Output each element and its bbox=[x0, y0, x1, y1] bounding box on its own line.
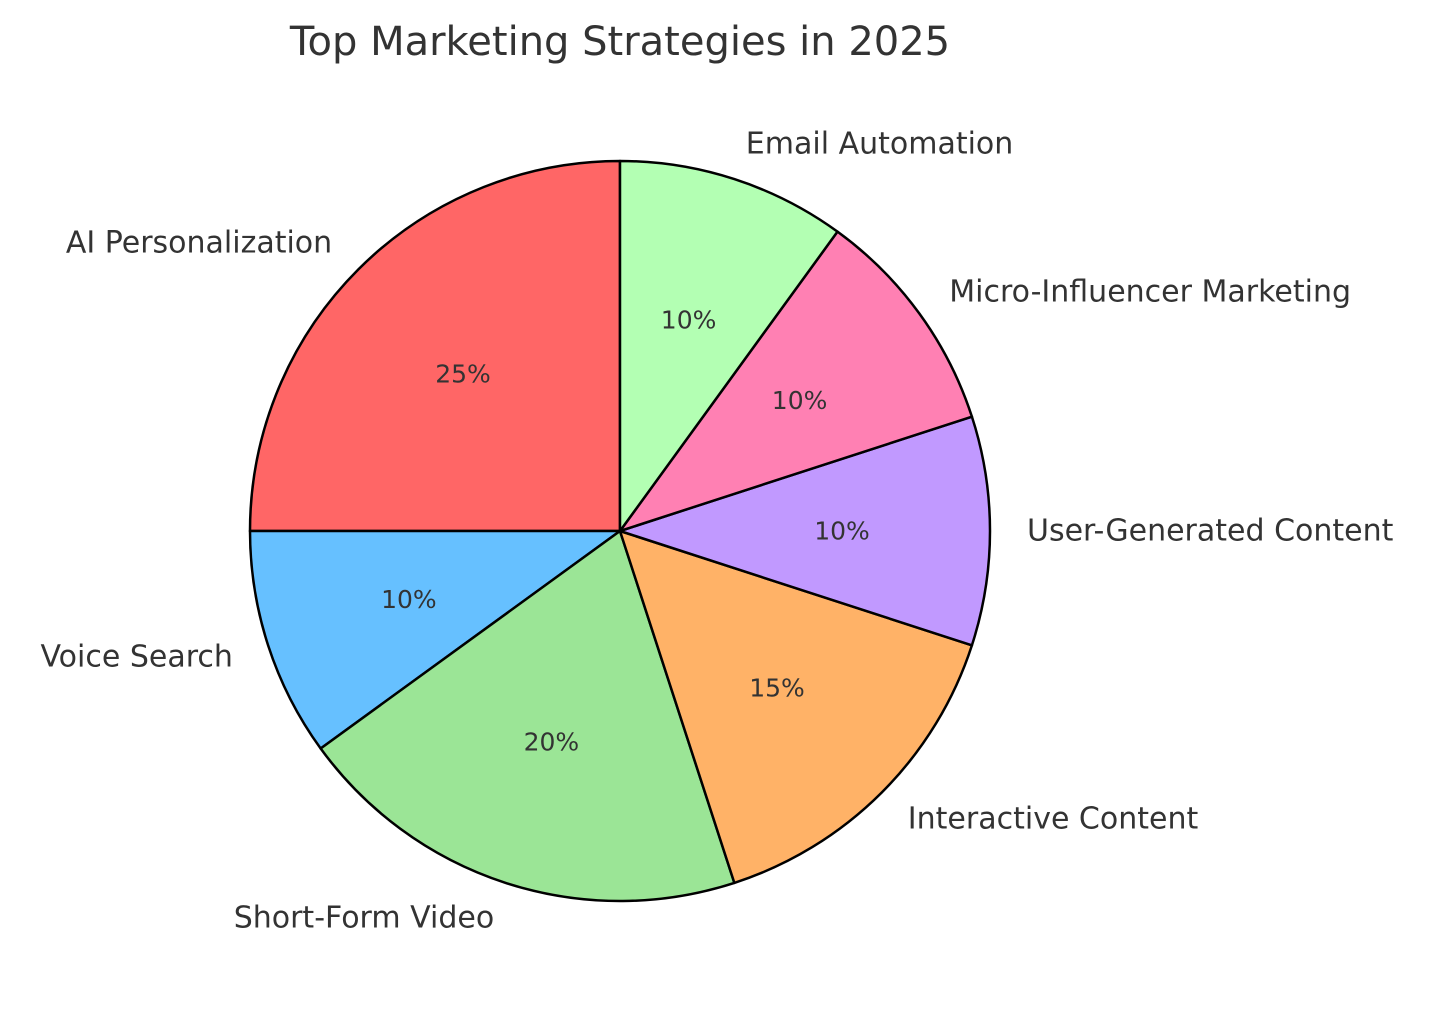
slice-short-form-video bbox=[319, 529, 736, 903]
slice-label-micro-influencer-marketing: Micro-Influencer Marketing bbox=[949, 274, 1351, 309]
slice-label-ai-personalization: AI Personalization bbox=[66, 226, 332, 261]
slice-label-user-generated-content: User-Generated Content bbox=[1027, 514, 1394, 549]
percent-label-email-automation: 10% bbox=[661, 305, 717, 334]
slice-label-interactive-content: Interactive Content bbox=[908, 801, 1199, 836]
slice-label-voice-search: Voice Search bbox=[40, 639, 232, 674]
percent-label-micro-influencer-marketing: 10% bbox=[772, 386, 828, 415]
slice-interactive-content bbox=[618, 529, 974, 885]
slice-labels: AI Personalization Voice Search Short-Form… bbox=[40, 126, 1393, 935]
pie-slices bbox=[248, 159, 992, 903]
slice-email-automation bbox=[618, 159, 839, 533]
slice-voice-search bbox=[248, 529, 622, 750]
percent-label-interactive-content: 15% bbox=[749, 674, 805, 703]
slice-label-email-automation: Email Automation bbox=[746, 126, 1014, 161]
chart-title: Top Marketing Strategies in 2025 bbox=[289, 19, 950, 65]
percent-label-short-form-video: 20% bbox=[524, 728, 580, 757]
slice-ai-personalization bbox=[248, 159, 622, 533]
percent-labels: 25% 10% 20% 15% 10% 10% 10% bbox=[381, 305, 870, 756]
slice-label-short-form-video: Short-Form Video bbox=[234, 901, 495, 936]
percent-label-ai-personalization: 25% bbox=[435, 360, 491, 389]
slice-user-generated-content bbox=[618, 415, 992, 647]
percent-label-voice-search: 10% bbox=[381, 585, 437, 614]
percent-label-user-generated-content: 10% bbox=[814, 517, 870, 546]
slice-micro-influencer-marketing bbox=[618, 230, 974, 533]
